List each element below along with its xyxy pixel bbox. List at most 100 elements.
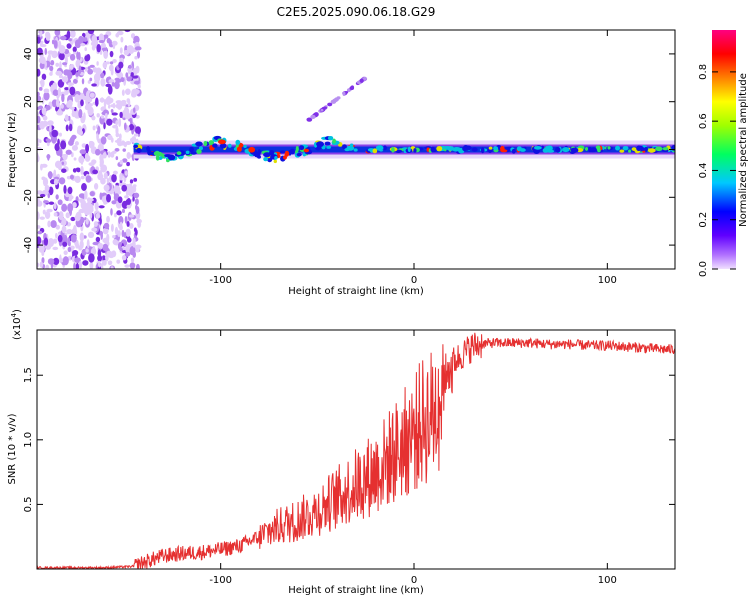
noise-blob (118, 118, 122, 127)
noise-blob (112, 238, 118, 245)
noise-blob (60, 140, 67, 150)
noise-blob (53, 212, 58, 217)
snr-multiplier-exp: 4 (10, 312, 18, 317)
noise-blob (92, 169, 98, 175)
carrier-blob (372, 148, 378, 154)
carrier-blob (282, 155, 287, 160)
noise-blob (74, 93, 80, 103)
noise-blob (112, 59, 117, 63)
noise-blob (110, 266, 114, 269)
carrier-blob (273, 159, 277, 164)
noise-blob (105, 83, 112, 88)
noise-blob (42, 120, 49, 127)
noise-blob (128, 185, 133, 192)
noise-blob (106, 215, 110, 223)
noise-blob (135, 263, 140, 269)
carrier-blob (196, 149, 202, 155)
noise-blob (73, 157, 77, 161)
carrier-blob (327, 136, 334, 141)
noise-blob (59, 254, 62, 264)
carrier-blob (545, 146, 550, 151)
noise-blob (81, 78, 85, 85)
y-tick-label: 0 (23, 146, 34, 152)
carrier-blob (480, 147, 485, 154)
noise-blob (68, 38, 72, 42)
branch-blob (323, 106, 328, 110)
noise-blob (75, 242, 80, 249)
svg-text:(x104): (x104) (10, 309, 23, 340)
carrier-blob (619, 149, 625, 153)
carrier-blob (407, 146, 411, 153)
noise-blob (126, 98, 130, 103)
carrier-blob (227, 143, 232, 148)
y-tick-label: 40 (23, 48, 34, 61)
noise-blob (70, 216, 76, 222)
noise-blob (53, 178, 59, 186)
noise-blob (58, 177, 66, 185)
noise-blob (116, 210, 122, 216)
noise-blob (84, 55, 90, 62)
noise-blob (37, 106, 41, 111)
noise-blob (74, 214, 81, 222)
spectrogram-xlabel: Height of straight line (km) (288, 286, 424, 297)
noise-blob (81, 183, 87, 191)
noise-blob (45, 104, 51, 111)
colorbar-tick-label: 0.0 (698, 261, 709, 277)
noise-blob (42, 115, 48, 121)
noise-blob (91, 34, 98, 45)
noise-blob (69, 53, 76, 61)
noise-blob (71, 152, 74, 158)
noise-blob (103, 34, 109, 39)
noise-blob (89, 141, 95, 148)
carrier-blob (590, 147, 597, 152)
noise-blob (98, 40, 105, 44)
noise-blob (113, 185, 121, 194)
noise-blob (134, 244, 140, 253)
noise-blob (91, 115, 96, 121)
noise-blob (55, 224, 60, 230)
snr-multiplier-base: (x10 (12, 317, 23, 340)
noise-blob (122, 158, 128, 163)
noise-blob (99, 192, 103, 200)
noise-blob (109, 50, 114, 58)
noise-blob (136, 51, 141, 59)
noise-blob (99, 217, 102, 225)
noise-blob (103, 222, 110, 229)
noise-blob (123, 231, 127, 239)
noise-blob (61, 203, 68, 212)
noise-blob (124, 216, 128, 224)
x-tick-label: 100 (598, 575, 617, 586)
carrier-blob (500, 149, 508, 153)
noise-blob (78, 198, 85, 202)
noise-blob (124, 195, 129, 199)
branch-blob (359, 78, 364, 83)
noise-blob (80, 99, 84, 107)
carrier-blob (585, 147, 589, 151)
carrier-blob (452, 147, 461, 151)
noise-blob (98, 260, 101, 268)
noise-blob (106, 118, 113, 126)
noise-blob (57, 234, 63, 243)
noise-blob (39, 193, 46, 198)
colorbar-ticks: 0.0 0.2 0.4 0.6 0.8 (698, 64, 736, 277)
colorbar-tick-label: 0.2 (698, 212, 709, 228)
carrier-blob (235, 139, 241, 146)
noise-blob (124, 251, 131, 257)
noise-blob (118, 216, 124, 225)
carrier-blob (298, 145, 305, 151)
noise-blob (100, 177, 106, 185)
noise-blob (70, 136, 76, 141)
noise-blob (44, 211, 51, 220)
carrier-blob (236, 146, 242, 152)
y-tick-label: -20 (23, 189, 34, 205)
noise-blob (135, 126, 141, 135)
noise-blob (79, 92, 85, 102)
noise-blob (52, 89, 59, 97)
carrier-blob (493, 146, 499, 151)
noise-blob (102, 243, 109, 251)
noise-blob (40, 163, 48, 168)
noise-blob (53, 169, 57, 177)
noise-blob (128, 45, 135, 55)
noise-blob (85, 248, 89, 253)
noise-blob (79, 240, 84, 249)
